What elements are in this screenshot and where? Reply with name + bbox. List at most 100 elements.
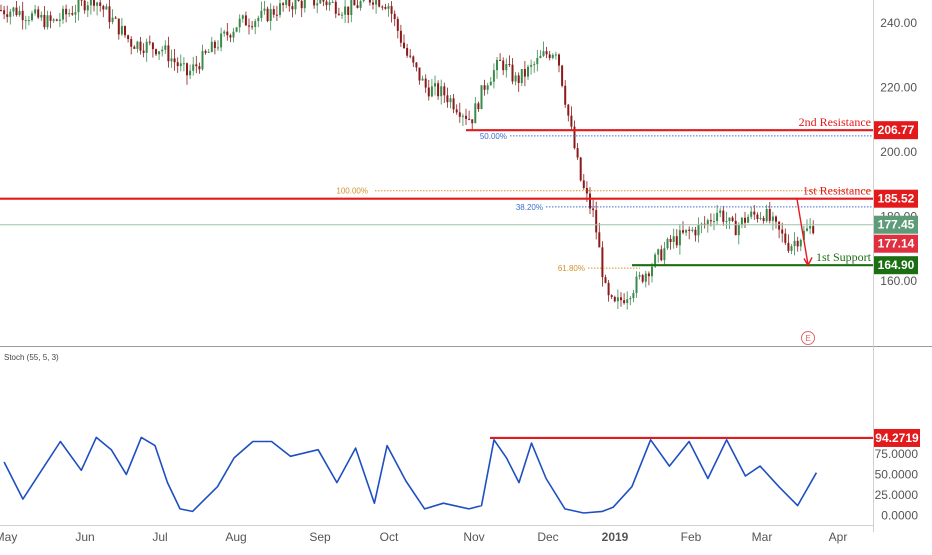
candle bbox=[551, 53, 554, 60]
candle-body bbox=[133, 46, 136, 49]
candle bbox=[334, 0, 337, 19]
stoch-level-tag-text: 94.2719 bbox=[875, 431, 919, 445]
candle-body bbox=[682, 230, 684, 233]
candle-body bbox=[756, 214, 759, 219]
candle-body bbox=[725, 221, 728, 223]
candle bbox=[474, 97, 477, 124]
candle-body bbox=[527, 66, 529, 77]
candle-body bbox=[669, 238, 672, 243]
candle bbox=[260, 1, 263, 22]
candle-body bbox=[288, 0, 291, 7]
candle bbox=[368, 0, 371, 6]
candle bbox=[353, 0, 356, 6]
price-tag-text: 164.90 bbox=[878, 258, 915, 272]
candle-body bbox=[635, 276, 638, 293]
price-tag-resistance: 185.52 bbox=[874, 189, 918, 208]
candle bbox=[437, 80, 440, 100]
candle bbox=[192, 56, 195, 76]
candle-body bbox=[384, 7, 387, 9]
candle bbox=[238, 14, 241, 33]
candle-body bbox=[96, 2, 99, 6]
candle bbox=[409, 48, 412, 59]
candle bbox=[297, 0, 300, 2]
candle-body bbox=[204, 50, 207, 53]
candle-body bbox=[709, 220, 712, 222]
candle bbox=[173, 49, 176, 71]
candle bbox=[629, 296, 632, 306]
candle-body bbox=[24, 20, 27, 22]
candle bbox=[337, 7, 340, 16]
candle bbox=[539, 50, 542, 59]
candle-body bbox=[734, 220, 737, 236]
time-axis-tick-label: Aug bbox=[225, 530, 246, 544]
candle bbox=[635, 271, 638, 298]
candle-body bbox=[49, 15, 52, 21]
candle-body bbox=[257, 17, 260, 22]
candle bbox=[511, 58, 514, 85]
candle bbox=[406, 43, 409, 58]
candle-body bbox=[542, 51, 545, 56]
candle bbox=[390, 1, 393, 23]
candle bbox=[254, 18, 257, 35]
candle-body bbox=[297, 0, 300, 1]
candle bbox=[527, 64, 529, 80]
candle bbox=[458, 102, 461, 123]
first-support-label: 1st Support bbox=[816, 250, 872, 264]
candle-body bbox=[629, 298, 632, 300]
candle bbox=[40, 11, 43, 21]
price-tag-box bbox=[874, 189, 918, 208]
candle bbox=[762, 215, 765, 224]
candle-body bbox=[477, 103, 480, 110]
candle-body bbox=[775, 216, 777, 222]
candle-body bbox=[492, 70, 495, 82]
candle-body bbox=[585, 187, 588, 194]
candle bbox=[700, 222, 703, 234]
candle-body bbox=[34, 9, 37, 14]
candle bbox=[502, 57, 505, 76]
candle bbox=[235, 27, 238, 33]
candle bbox=[0, 4, 2, 12]
candle-body bbox=[127, 35, 130, 40]
candle-body bbox=[254, 21, 257, 28]
candle-body bbox=[744, 217, 746, 223]
price-tag-box bbox=[874, 256, 918, 275]
candle bbox=[468, 110, 471, 121]
candle bbox=[300, 0, 303, 18]
candle bbox=[530, 59, 533, 75]
candle-body bbox=[161, 49, 164, 52]
candle-body bbox=[368, 0, 371, 3]
candle-body bbox=[483, 85, 486, 90]
candle-body bbox=[356, 5, 359, 8]
candle-body bbox=[331, 1, 334, 3]
candle bbox=[675, 229, 678, 248]
candle bbox=[151, 41, 154, 58]
candle-body bbox=[443, 86, 446, 96]
candle-body bbox=[248, 25, 250, 27]
candle bbox=[223, 29, 226, 37]
fib-level-label: 100.00% bbox=[336, 187, 368, 196]
stoch-line bbox=[3, 436, 818, 514]
candle-body bbox=[223, 31, 226, 34]
candle-body bbox=[65, 8, 68, 15]
candle bbox=[139, 37, 142, 55]
candle bbox=[722, 205, 725, 226]
candle bbox=[452, 94, 455, 114]
candle bbox=[582, 174, 585, 190]
axes-layer: 240.00220.00200.00180.00160.0075.000050.… bbox=[0, 16, 918, 544]
candle-body bbox=[220, 33, 223, 48]
time-axis-tick-label: Oct bbox=[380, 530, 399, 544]
candle-body bbox=[74, 12, 77, 15]
candle bbox=[641, 273, 644, 284]
candle-body bbox=[610, 295, 613, 297]
candle-body bbox=[616, 297, 619, 302]
candle-body bbox=[551, 54, 554, 58]
candle-body bbox=[778, 221, 781, 230]
candle bbox=[124, 25, 126, 38]
time-axis-tick-label: 2019 bbox=[602, 530, 629, 544]
candle bbox=[505, 58, 508, 78]
candle-body bbox=[93, 0, 95, 6]
candle-body bbox=[688, 229, 691, 231]
candle-body bbox=[753, 211, 756, 215]
candle bbox=[799, 238, 802, 252]
candle-body bbox=[554, 54, 557, 56]
